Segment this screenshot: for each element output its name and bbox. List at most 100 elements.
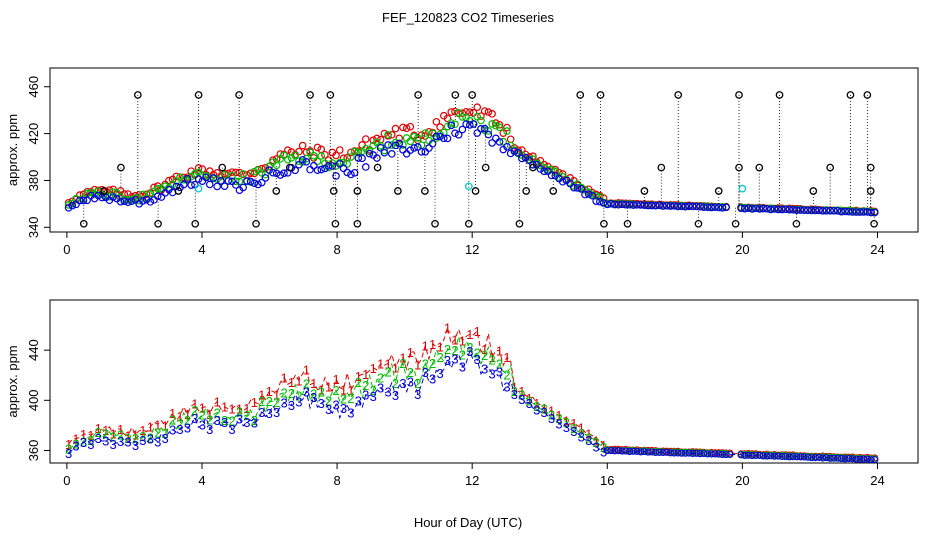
data-point	[536, 165, 545, 173]
data-point	[94, 191, 103, 200]
series-point-3	[640, 448, 648, 456]
series-point-3: 3	[147, 431, 154, 446]
data-point	[75, 196, 84, 205]
series-point-3: 3	[355, 393, 362, 408]
event-point	[549, 187, 558, 195]
data-point	[257, 169, 266, 177]
data-point	[235, 168, 244, 177]
series-point-2: 2	[377, 371, 384, 386]
series-point-3	[644, 448, 652, 456]
series-point-3	[822, 454, 831, 462]
data-point	[692, 202, 701, 211]
data-point	[447, 108, 456, 116]
data-point	[480, 124, 489, 133]
data-point	[510, 144, 519, 152]
series-point-2: 2	[95, 425, 102, 440]
data-point	[376, 144, 385, 152]
data-point	[358, 141, 366, 149]
series-point-1: 1	[474, 324, 481, 339]
series-point-3	[826, 454, 834, 462]
data-point	[436, 123, 444, 131]
series-point-1: 1	[563, 414, 570, 429]
series-point-2: 2	[325, 393, 332, 408]
series-point-3	[782, 453, 790, 461]
series-point-2: 2	[303, 376, 310, 391]
data-point	[313, 157, 322, 166]
data-point	[157, 193, 166, 201]
series-point-3	[626, 448, 634, 456]
series-point-3: 3	[526, 396, 533, 411]
series-point-1: 1	[295, 373, 302, 388]
event-point	[623, 219, 632, 228]
data-point	[146, 198, 155, 206]
data-point	[369, 136, 378, 145]
series-point-3	[689, 449, 697, 458]
series-point-3: 3	[95, 431, 102, 446]
series-point-3: 3	[102, 434, 109, 449]
series-point-3: 3	[332, 397, 339, 412]
data-point	[183, 174, 192, 183]
data-point	[581, 190, 589, 199]
series-point-3: 3	[518, 392, 525, 407]
series-point-2: 2	[243, 408, 250, 423]
series-point-3	[666, 449, 674, 457]
data-point	[514, 148, 522, 157]
data-point	[250, 167, 259, 176]
data-point	[295, 157, 303, 165]
data-point	[633, 201, 641, 209]
series-point-3: 3	[124, 434, 131, 449]
series-point-3: 3	[481, 362, 488, 377]
series-point-3	[744, 451, 753, 459]
series-point-3	[752, 451, 760, 460]
series-point-3: 3	[503, 379, 510, 394]
series-point-1: 1	[496, 344, 503, 359]
series-point-3: 3	[251, 416, 258, 431]
series-point-3	[819, 454, 827, 462]
series-point-3	[633, 447, 641, 455]
data-point	[488, 139, 496, 147]
series-point-1: 1	[124, 429, 131, 444]
x-tick-label: 4	[198, 473, 205, 488]
data-point	[425, 127, 433, 136]
data-point	[506, 135, 515, 144]
series-point-3	[696, 450, 704, 458]
data-point	[272, 169, 281, 178]
data-point	[636, 201, 645, 209]
data-point	[785, 205, 794, 214]
data-point	[317, 165, 326, 174]
series-point-2: 2	[154, 426, 161, 441]
series-point-1: 1	[541, 401, 548, 416]
series-point-3: 3	[407, 375, 414, 390]
data-point	[254, 180, 262, 189]
series-point-3: 3	[340, 401, 347, 416]
top-panel: 0 4 8 12 16 20 24 340 380 420 460 approx. ppm	[5, 67, 919, 257]
series-point-1: 1	[377, 357, 384, 372]
series-point-3: 3	[72, 439, 79, 454]
series-point-3	[748, 452, 756, 460]
series-point-2: 2	[347, 391, 354, 406]
data-point	[332, 151, 340, 160]
data-point	[79, 196, 88, 205]
series-point-2: 2	[65, 442, 72, 457]
series-point-1: 1	[585, 426, 592, 441]
series-point-3	[770, 452, 779, 460]
data-point	[596, 197, 604, 206]
data-point	[870, 208, 879, 217]
x-tick-label: 8	[333, 242, 340, 257]
series-point-1: 1	[132, 428, 139, 443]
data-point	[696, 202, 704, 211]
series-point-2: 2	[451, 343, 458, 358]
data-point	[596, 193, 604, 201]
data-point	[830, 206, 838, 215]
data-point	[748, 205, 756, 213]
series-point-1: 1	[355, 369, 362, 384]
data-point	[447, 121, 456, 130]
data-point	[302, 157, 311, 166]
data-point	[87, 188, 95, 197]
series-point-1: 1	[147, 420, 154, 435]
data-point	[473, 103, 482, 112]
data-point	[354, 148, 363, 157]
data-point	[109, 188, 117, 197]
data-point	[298, 141, 307, 150]
series-point-3: 3	[422, 365, 429, 380]
